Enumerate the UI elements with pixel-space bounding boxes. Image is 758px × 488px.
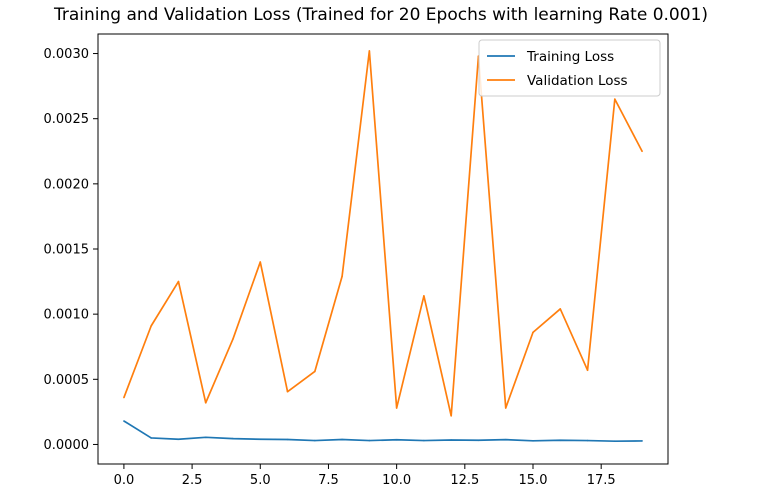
data-point	[259, 438, 262, 441]
data-point	[368, 439, 371, 442]
y-axis: 0.0000 0.0005 0.0010 0.0015 0.0020 0.0025 0.00…	[44, 47, 98, 453]
series-line	[123, 50, 643, 417]
data-point	[314, 370, 316, 373]
data-point	[123, 420, 125, 422]
x-tick-label: 12.5	[450, 473, 479, 488]
data-point	[423, 439, 425, 442]
data-point	[559, 439, 562, 442]
data-point	[232, 437, 234, 440]
legend: Training Loss Validation Loss	[478, 39, 661, 97]
data-point	[586, 439, 589, 442]
series-line	[123, 420, 643, 443]
series-validation-loss	[123, 50, 643, 417]
data-point	[641, 150, 643, 153]
data-point	[123, 396, 125, 399]
data-point	[395, 407, 398, 409]
x-tick-label: 15.0	[519, 473, 548, 488]
y-tick-label: 0.0020	[44, 177, 90, 192]
data-point	[204, 436, 207, 439]
data-point	[177, 280, 180, 283]
x-tick-label: 7.5	[318, 473, 339, 488]
data-point	[423, 295, 425, 297]
data-point	[532, 440, 534, 442]
data-point	[150, 437, 152, 439]
data-point	[177, 438, 180, 441]
y-tick-label: 0.0025	[44, 112, 90, 127]
series-layer	[123, 50, 643, 443]
data-point	[286, 390, 289, 393]
data-point	[286, 438, 289, 441]
legend-label: Training Loss	[526, 49, 614, 65]
data-point	[532, 331, 534, 334]
x-tick-label: 10.0	[382, 473, 411, 488]
data-point	[586, 369, 589, 371]
x-tick-label: 5.0	[250, 473, 271, 488]
data-point	[477, 439, 480, 442]
y-tick-label: 0.0005	[44, 373, 90, 388]
data-point	[259, 261, 262, 263]
data-point	[314, 439, 316, 442]
data-point	[504, 407, 507, 409]
x-axis: 0.0 2.5 5.0 7.5 10.0 12.5 15.0 17.5	[114, 464, 616, 488]
data-point	[450, 414, 452, 417]
legend-label: Validation Loss	[527, 73, 628, 89]
data-point	[450, 439, 452, 441]
x-tick-label: 0.0	[114, 473, 135, 488]
y-tick-label: 0.0030	[44, 47, 90, 62]
data-point	[341, 438, 343, 441]
data-point	[368, 50, 371, 52]
data-point	[559, 308, 562, 310]
chart-title: Training and Validation Loss (Trained fo…	[53, 5, 708, 25]
data-point	[204, 401, 207, 404]
y-tick-label: 0.0015	[44, 243, 90, 258]
data-point	[641, 440, 643, 442]
data-point	[614, 440, 616, 442]
data-point	[232, 338, 234, 340]
x-tick-label: 2.5	[182, 473, 203, 488]
x-tick-label: 17.5	[587, 473, 616, 488]
data-point	[341, 275, 343, 278]
data-point	[614, 98, 616, 100]
data-point	[395, 438, 398, 441]
series-training-loss	[123, 420, 643, 443]
legend-box	[478, 39, 661, 97]
data-point	[504, 438, 507, 441]
data-point	[150, 325, 152, 327]
y-tick-label: 0.0000	[44, 438, 90, 453]
y-tick-label: 0.0010	[44, 308, 90, 323]
plot-area-frame	[97, 33, 669, 465]
